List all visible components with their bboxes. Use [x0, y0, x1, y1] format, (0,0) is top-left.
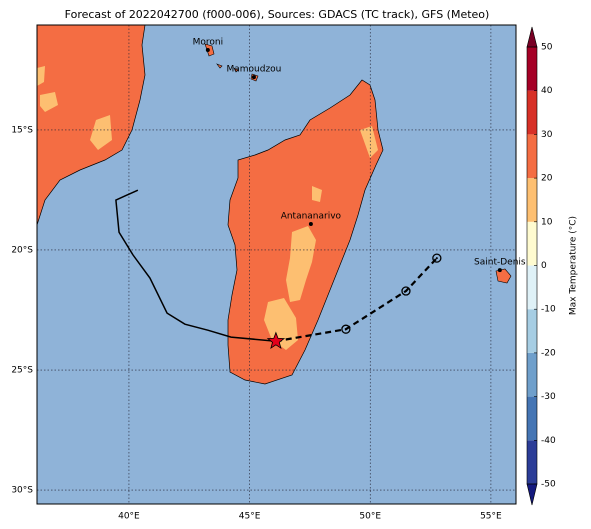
- y-tick-label: 30°S: [11, 486, 33, 496]
- colorbar-bin: [527, 265, 537, 310]
- colorbar-under: [526, 483, 538, 506]
- forecast-position: [341, 324, 351, 334]
- forecast-position: [432, 253, 442, 263]
- colorbar-bin: [527, 309, 537, 353]
- y-tick-label: 15°S: [11, 125, 33, 135]
- colorbar-bin: [527, 178, 537, 222]
- track-line: [115, 189, 276, 342]
- city-label: Antananarivo: [281, 212, 342, 222]
- colorbar-label: Max Temperature (°C): [569, 216, 579, 315]
- colorbar-bin: [527, 134, 537, 179]
- x-tick-label: 45°E: [239, 512, 261, 522]
- forecast-dot: [344, 328, 347, 331]
- map-area: [36, 24, 516, 504]
- africa-land: [36, 24, 146, 226]
- track-line: [275, 257, 438, 343]
- colorbar-bin: [527, 47, 537, 91]
- colorbar-bin: [527, 440, 537, 484]
- forecast-dot: [435, 257, 438, 260]
- colorbar-tick-label: 40: [541, 86, 553, 96]
- map-title: Forecast of 2022042700 (f000-006), Sourc…: [65, 8, 490, 21]
- forecast-dot: [404, 290, 407, 293]
- x-tick-label: 50°E: [359, 512, 381, 522]
- africa-warm-patch: [37, 66, 112, 150]
- city-dot: [205, 47, 210, 52]
- madagascar-warm-patch: [264, 126, 378, 350]
- colorbar-tick-label: -50: [541, 480, 556, 490]
- colorbar-tick-label: 10: [541, 217, 553, 227]
- city-dot: [308, 222, 313, 227]
- colorbar-bin: [527, 90, 537, 135]
- colorbar-tick-label: -30: [541, 392, 556, 402]
- current-position-star: [266, 331, 286, 350]
- colorbar-bin: [527, 396, 537, 441]
- colorbar-tick-label: 0: [541, 261, 547, 271]
- colorbar-over: [526, 26, 538, 48]
- colorbar-tick-label: -20: [541, 348, 556, 358]
- colorbar-bin: [527, 221, 537, 266]
- y-tick-label: 20°S: [11, 245, 33, 255]
- map-frame: [36, 24, 517, 505]
- city-label: Mamoudzou: [226, 65, 281, 75]
- colorbar-tick-label: -40: [541, 436, 556, 446]
- x-tick-label: 40°E: [118, 512, 140, 522]
- colorbar-tick-label: 50: [541, 43, 553, 53]
- x-tick-label: 55°E: [480, 512, 502, 522]
- city-dot: [251, 75, 256, 80]
- colorbar-tick-label: 30: [541, 130, 553, 140]
- y-tick-label: 25°S: [11, 366, 33, 376]
- colorbar-tick-label: 20: [541, 174, 553, 184]
- reunion-island: [495, 268, 512, 284]
- forecast-position: [401, 286, 411, 296]
- colorbar-bin: [527, 352, 537, 397]
- city-label: Saint-Denis: [474, 258, 526, 268]
- city-label: Moroni: [193, 37, 224, 47]
- colorbar-tick-label: -10: [541, 305, 556, 315]
- city-dot: [497, 268, 502, 273]
